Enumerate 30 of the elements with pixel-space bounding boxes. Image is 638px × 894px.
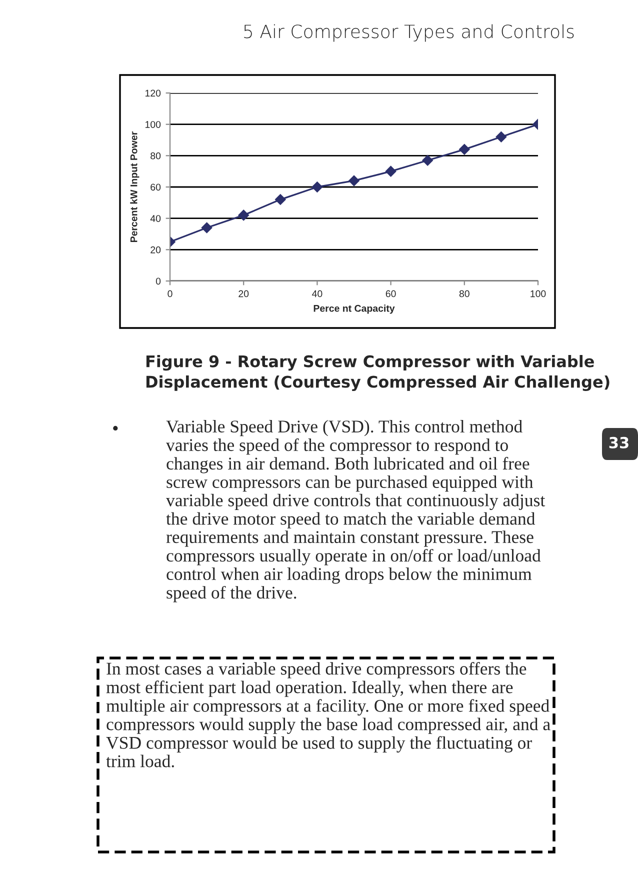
y-axis-title: Percent kW Input Power xyxy=(130,132,140,242)
x-tick-label: 80 xyxy=(459,290,470,298)
text: In most cases a variable speed drive compressors offers the most efficient part load operation. Ideally, when there are multiple air compressors at a facility. One or more fixed speed compressors would supply the base load compressed air, and a VSD compressor would be used to supply the fluctuating or trim load. xyxy=(106,662,550,768)
x-tick-label: 100 xyxy=(530,290,546,298)
y-tick-label: 0 xyxy=(156,278,161,285)
y-tick-label: 120 xyxy=(145,90,161,97)
y-tick-label: 40 xyxy=(150,215,161,222)
point xyxy=(496,131,507,142)
text: 33 xyxy=(609,436,628,448)
point xyxy=(201,222,212,234)
x-axis-title: Perce nt Capacity xyxy=(314,304,395,314)
y-tick-label: 20 xyxy=(150,246,161,254)
x-tick-label: 60 xyxy=(386,290,396,298)
y-tick-label: 60 xyxy=(150,184,161,191)
x-tick-label: 40 xyxy=(312,290,322,298)
text: • xyxy=(113,426,118,431)
point xyxy=(385,166,396,177)
caption: Figure 9 - Rotary Screw Compressor with Variable Displacement (Courtesy Compressed Air Challenge) xyxy=(146,355,610,392)
x-tick-label: 0 xyxy=(168,290,172,298)
text: Variable Speed Drive (VSD). This control method varies the speed of the compressor to respond to changes in air demand. Both lubricated and oil free screw compressors can be purchased equipped with variable speed drive controls that continuously adjust the drive motor speed to match the variable demand requirements and maintain constant pressure. These compressors usually operate in on/off or load/unload control when air loading drops below the minimum speed of the drive. xyxy=(166,420,546,602)
y-tick-label: 100 xyxy=(145,121,161,128)
point xyxy=(348,175,360,186)
point xyxy=(458,144,470,155)
text: 5 Air Compressor Types and Controls xyxy=(244,24,574,42)
point xyxy=(422,154,434,166)
point xyxy=(274,194,286,205)
point xyxy=(238,210,250,221)
x-tick-label: 20 xyxy=(238,290,249,298)
point xyxy=(312,182,323,192)
y-tick-label: 80 xyxy=(150,152,161,160)
